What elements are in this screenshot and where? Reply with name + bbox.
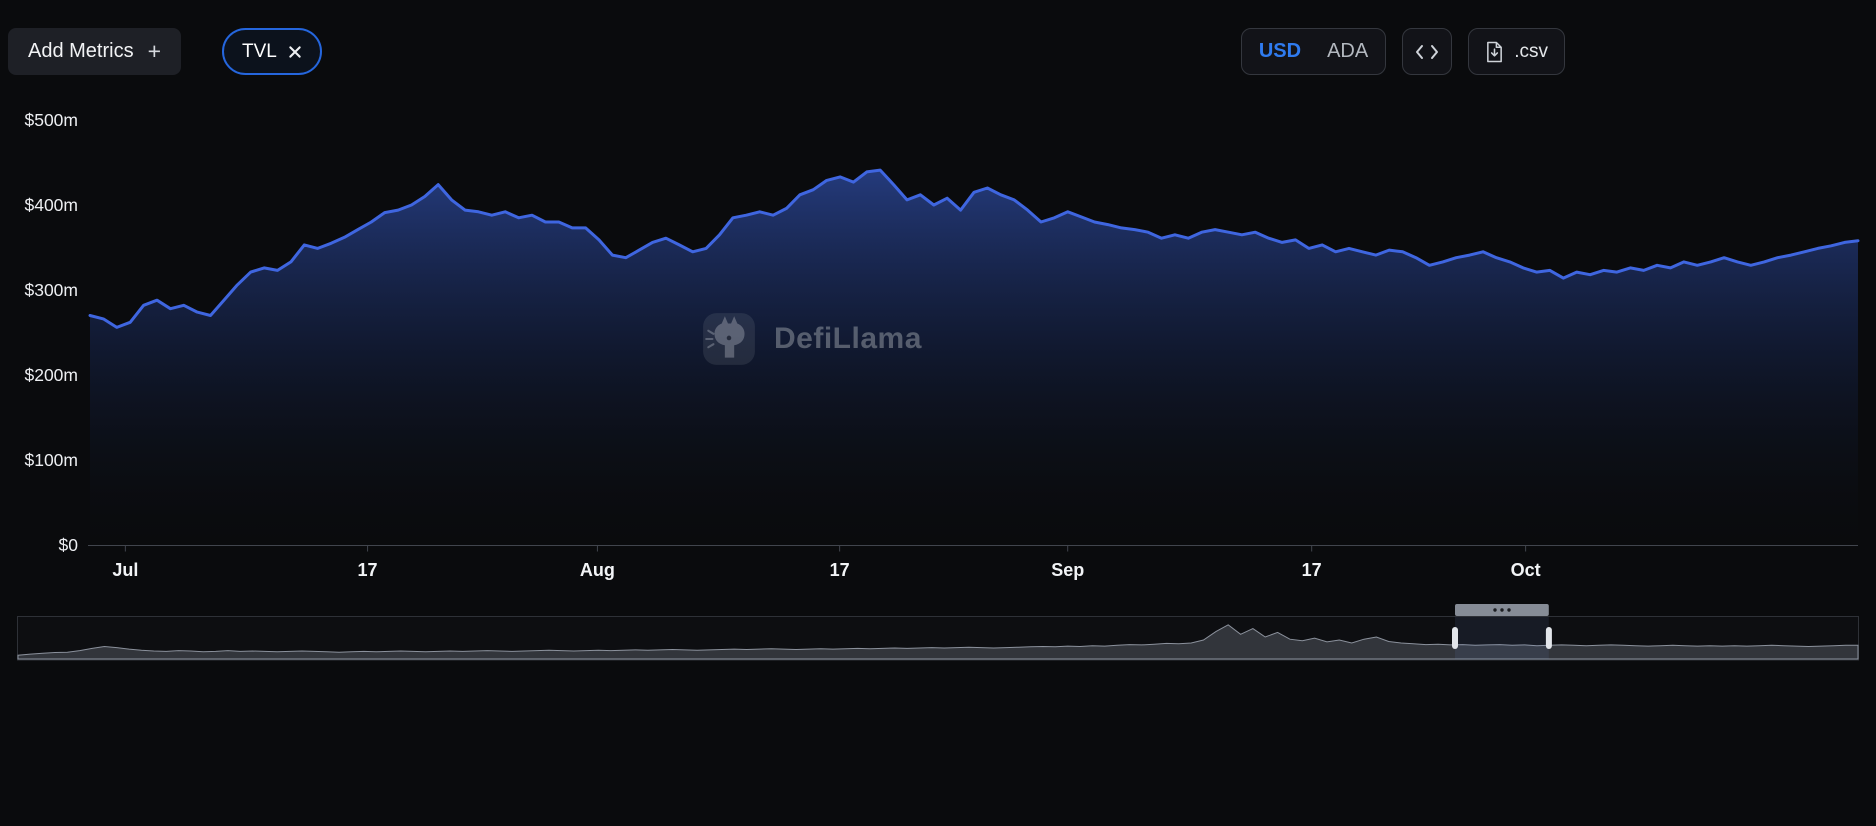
chart-toolbar: Add Metrics + TVL USD ADA [0, 28, 1876, 76]
brush-grip-dots-icon [1493, 608, 1511, 612]
x-axis-tick-label: Sep [1051, 560, 1084, 580]
close-icon[interactable] [288, 45, 302, 59]
metric-chip-label: TVL [242, 40, 277, 62]
y-axis-tick-label: $300m [24, 280, 78, 300]
x-axis-tick-label: Oct [1511, 560, 1541, 580]
tvl-line [88, 168, 1860, 329]
download-csv-button[interactable]: .csv [1468, 28, 1565, 75]
brush-mini-chart [17, 624, 1859, 660]
currency-option-usd[interactable]: USD [1246, 29, 1314, 74]
metric-chip-tvl[interactable]: TVL [222, 28, 322, 75]
embed-button[interactable] [1402, 28, 1453, 75]
x-axis-tick-label: 17 [830, 560, 850, 580]
tvl-chart[interactable]: $0 $100m $200m $300m $400m $500m Jul 17 Aug 17 Sep… [0, 0, 1876, 604]
toolbar-right-cluster: USD ADA .csv [1240, 28, 1565, 75]
y-axis-tick-label: $500m [24, 110, 78, 130]
brush-handle-left[interactable] [1452, 627, 1458, 649]
x-axis-tick-label: Jul [112, 560, 138, 580]
csv-label: .csv [1514, 40, 1548, 62]
x-axis-tick-label: Aug [580, 560, 615, 580]
add-metrics-button[interactable]: Add Metrics + [8, 28, 182, 75]
timeline-brush[interactable] [0, 596, 1876, 666]
x-axis-tick-label: 17 [358, 560, 378, 580]
code-icon [1416, 44, 1439, 59]
brush-selected-window[interactable] [1455, 617, 1549, 660]
file-download-icon [1487, 41, 1503, 62]
currency-toggle: USD ADA [1240, 28, 1387, 75]
add-metrics-label: Add Metrics [28, 40, 134, 62]
plus-icon: + [147, 38, 162, 64]
brush-handle-right[interactable] [1545, 627, 1552, 649]
currency-option-ada[interactable]: ADA [1314, 29, 1381, 74]
y-axis-tick-label: $200m [24, 365, 78, 385]
y-axis-tick-label: $0 [59, 535, 79, 555]
x-axis-tick-label: 17 [1302, 560, 1322, 580]
y-axis-tick-label: $100m [24, 450, 78, 470]
tvl-area-fill [90, 170, 1858, 545]
y-axis-tick-label: $400m [24, 195, 78, 215]
